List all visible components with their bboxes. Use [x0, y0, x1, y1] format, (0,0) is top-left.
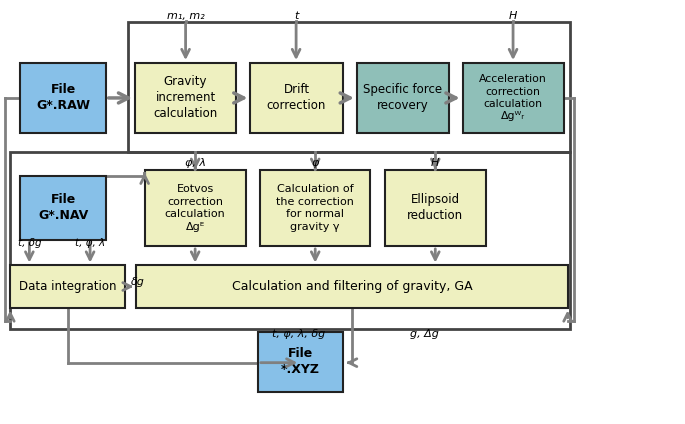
Text: Ellipsoid
reduction: Ellipsoid reduction [407, 193, 463, 223]
Text: Gravity
increment
calculation: Gravity increment calculation [153, 75, 218, 120]
Text: Drift
correction: Drift correction [266, 83, 326, 112]
FancyBboxPatch shape [251, 63, 342, 133]
FancyBboxPatch shape [135, 63, 236, 133]
Text: φ: φ [312, 159, 319, 168]
Text: Data integration: Data integration [18, 280, 116, 293]
Text: Specific force
recovery: Specific force recovery [363, 83, 443, 112]
Text: File
G*.RAW: File G*.RAW [36, 83, 90, 112]
Text: φ, λ: φ, λ [185, 159, 206, 168]
FancyBboxPatch shape [462, 63, 564, 133]
FancyBboxPatch shape [21, 63, 105, 133]
Text: Acceleration
correction
calculation
Δgᵂᵣ: Acceleration correction calculation Δgᵂᵣ [479, 74, 547, 121]
Text: File
*.XYZ: File *.XYZ [281, 347, 320, 377]
FancyBboxPatch shape [136, 265, 568, 307]
FancyBboxPatch shape [21, 176, 105, 240]
Text: t, φ, λ, δg: t, φ, λ, δg [271, 329, 325, 338]
Text: t, φ, λ: t, φ, λ [75, 238, 105, 248]
Text: m₁, m₂: m₁, m₂ [166, 11, 204, 21]
Text: File
G*.NAV: File G*.NAV [38, 193, 88, 223]
FancyBboxPatch shape [145, 170, 246, 246]
Text: t, δg: t, δg [18, 238, 41, 248]
FancyBboxPatch shape [258, 332, 343, 392]
Text: δg: δg [131, 277, 145, 287]
FancyBboxPatch shape [385, 170, 486, 246]
Text: Eotvos
correction
calculation
Δgᴱ: Eotvos correction calculation Δgᴱ [165, 184, 225, 232]
Text: Calculation of
the correction
for normal
gravity γ: Calculation of the correction for normal… [276, 184, 354, 232]
Text: H: H [431, 159, 440, 168]
Text: g, Δg: g, Δg [410, 329, 439, 338]
FancyBboxPatch shape [357, 63, 449, 133]
Text: Calculation and filtering of gravity, GA: Calculation and filtering of gravity, GA [232, 280, 473, 293]
FancyBboxPatch shape [10, 265, 125, 307]
Text: H: H [509, 11, 517, 21]
FancyBboxPatch shape [260, 170, 371, 246]
Text: t: t [294, 11, 298, 21]
